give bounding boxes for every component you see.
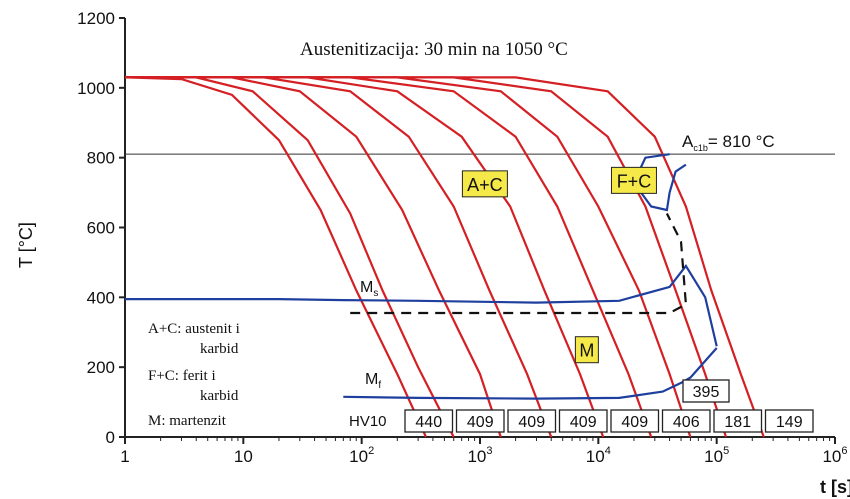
chart-title: Austenitizacija: 30 min na 1050 °C	[300, 39, 568, 60]
x-tick-label-6: 106	[822, 445, 847, 466]
region-box-2	[574, 336, 599, 364]
region-label-2: M	[579, 341, 594, 361]
hardness-label: HV10	[349, 413, 387, 430]
cooling-curve-6	[125, 76, 653, 438]
cooling-curve-2	[125, 76, 455, 438]
ms-label: Ms	[360, 279, 378, 299]
cooling-curve-1	[124, 76, 428, 438]
y-tick-label-1: 200	[87, 358, 115, 377]
cooling-curve-3	[125, 76, 502, 438]
legend-line-3: F+C: ferit i	[148, 368, 216, 384]
region-box-0	[461, 170, 508, 198]
hv-value-1: 409	[467, 414, 494, 431]
hv-box-7	[764, 409, 814, 433]
y-tick-label-2: 400	[87, 288, 115, 307]
region-label-0: A+C	[467, 175, 503, 195]
hv-box-0	[404, 409, 454, 433]
mf-label: Mf	[365, 371, 381, 391]
legend-box: A+C: austenit i karbid F+C: ferit i karb…	[148, 321, 240, 429]
y-tick-label-0: 0	[106, 428, 115, 447]
cooling-curve-4	[125, 76, 553, 438]
cooling-curve-7	[125, 76, 692, 438]
hv-box-2	[507, 409, 557, 433]
mf-line	[343, 347, 718, 400]
hv-value-4: 409	[621, 414, 648, 431]
cooling-curve-9	[125, 76, 765, 438]
hv-value-0: 440	[415, 414, 442, 431]
y-tick-label-4: 800	[87, 149, 115, 168]
x-tick-label-2: 102	[349, 445, 374, 466]
x-tick-label-5: 105	[704, 445, 729, 466]
x-tick-label-1: 10	[234, 447, 253, 466]
fc-region-line	[637, 153, 687, 212]
y-tick-label-3: 600	[87, 219, 115, 238]
legend-line-5: M: martenzit	[148, 413, 227, 429]
hv-value-6: 181	[724, 414, 751, 431]
x-axis-label: t [s]	[820, 477, 850, 497]
x-tick-label-0: 1	[120, 447, 129, 466]
hv-value-3: 409	[570, 414, 597, 431]
ms-line	[125, 263, 718, 347]
hv-box-4	[610, 409, 660, 433]
hv-box-5	[661, 409, 711, 433]
legend-line-2: karbid	[200, 341, 239, 357]
hv-value-7: 149	[776, 414, 803, 431]
legend-line-4: karbid	[200, 388, 239, 404]
hv-box-3	[558, 409, 608, 433]
hv-box-6	[713, 409, 763, 433]
ac1b-label: Ac1b= 810 °C	[682, 132, 775, 153]
hv-box-1	[455, 409, 505, 433]
region-label-1: F+C	[617, 171, 652, 191]
x-tick-label-3: 103	[467, 445, 492, 466]
x-tick-label-4: 104	[586, 445, 611, 466]
dashed-line	[350, 213, 688, 315]
y-axis-label: T [°C]	[16, 222, 36, 268]
region-box-1	[610, 166, 657, 194]
legend-line-1: A+C: austenit i	[148, 321, 240, 337]
hv-extra-box	[682, 379, 730, 403]
hv-extra-value: 395	[693, 384, 720, 401]
hv-value-2: 409	[518, 414, 545, 431]
y-tick-label-5: 1000	[77, 79, 115, 98]
hv-value-5: 406	[673, 414, 700, 431]
y-tick-label-6: 1200	[77, 9, 115, 28]
